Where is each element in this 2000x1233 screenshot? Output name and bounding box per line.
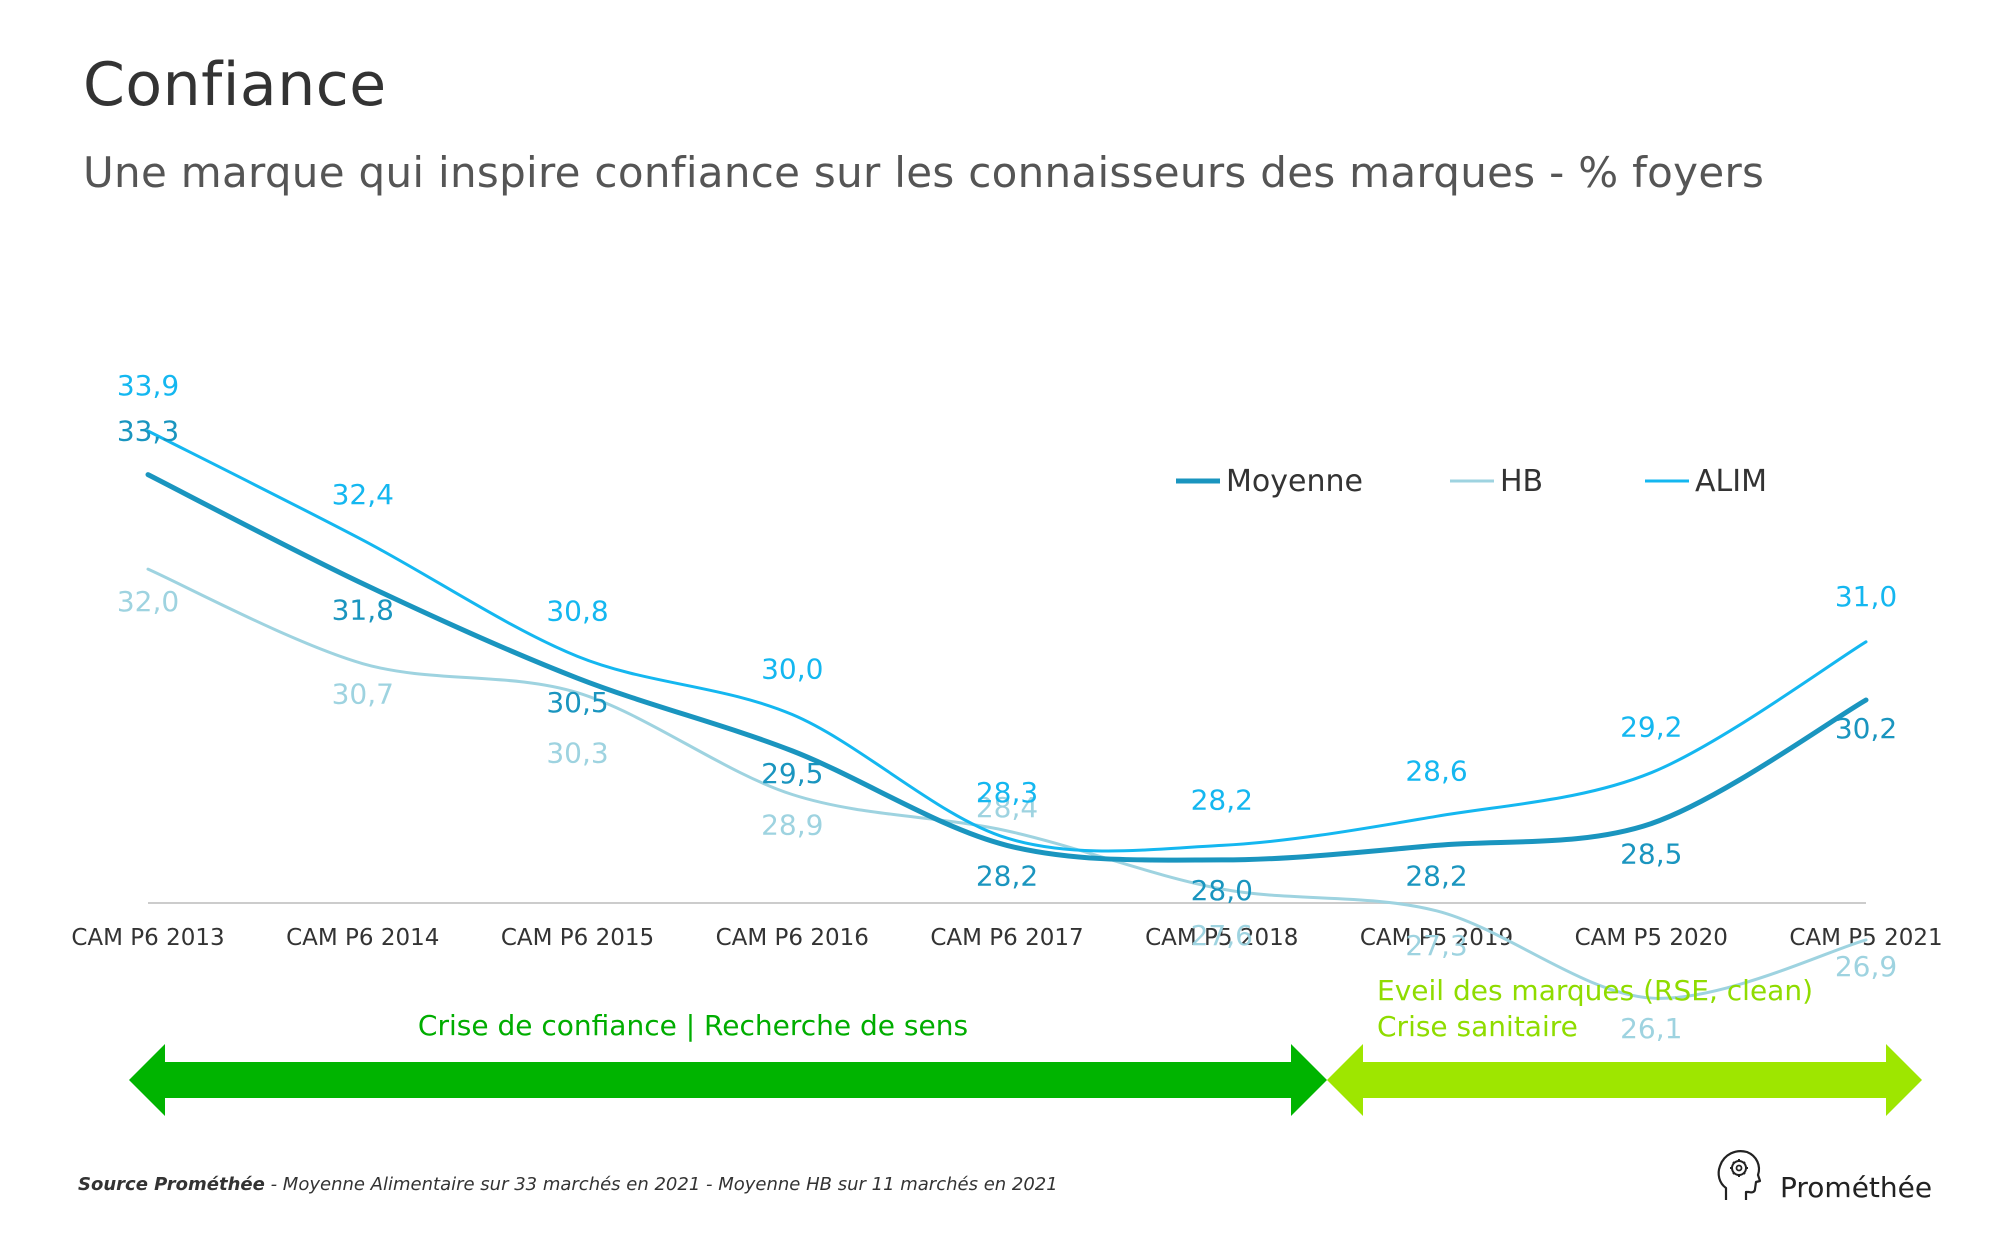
arrow-label-right-1: Eveil des marques (RSE, clean) [1377, 974, 1813, 1007]
x-tick-label: CAM P5 2020 [1575, 925, 1728, 951]
data-label-alim: 28,6 [1405, 754, 1467, 787]
series-line-hb [146, 567, 1868, 1000]
x-tick-labels: CAM P6 2013 CAM P6 2014 CAM P6 2015 CAM P6 … [71, 925, 1942, 951]
data-label-alim: 33,9 [117, 369, 179, 402]
x-tick-label: CAM P6 2015 [501, 925, 654, 951]
data-label-moyenne: 28,0 [1191, 874, 1253, 907]
series-line-alim [146, 429, 1868, 853]
legend-label-alim: ALIM [1695, 464, 1767, 499]
source-text: - Moyenne Alimentaire sur 33 marchés en … [264, 1174, 1058, 1195]
arrow-crise-de-confiance [129, 1044, 1327, 1116]
data-label-moyenne: 28,2 [976, 859, 1038, 892]
data-label-moyenne: 30,5 [546, 686, 608, 719]
x-tick-label: CAM P6 2017 [930, 925, 1083, 951]
x-tick-label: CAM P6 2013 [71, 925, 224, 951]
data-label-moyenne: 29,5 [761, 757, 823, 790]
data-label-hb: 26,9 [1835, 950, 1897, 983]
brand-name: Prométhée [1780, 1171, 1933, 1204]
data-label-alim: 30,8 [546, 594, 608, 627]
data-labels: 32,0 30,7 30,3 28,9 28,4 27,6 27,3 26,1 26,9 33,3… [117, 369, 1897, 1045]
data-label-alim: 28,2 [1191, 783, 1253, 816]
period-arrows [129, 1044, 1922, 1116]
source-bold: Source Prométhée [78, 1174, 265, 1195]
data-label-moyenne: 28,2 [1405, 859, 1467, 892]
data-label-hb: 30,7 [332, 678, 394, 711]
data-label-alim: 31,0 [1835, 580, 1897, 613]
head-gear-icon [1716, 1148, 1762, 1206]
data-label-alim: 29,2 [1620, 711, 1682, 744]
data-label-alim: 28,3 [976, 776, 1038, 809]
page-subtitle: Une marque qui inspire confiance sur les… [83, 148, 1765, 197]
source-note: Source Prométhée - Moyenne Alimentaire s… [78, 1174, 1058, 1195]
data-label-hb: 32,0 [117, 585, 179, 618]
data-label-moyenne: 30,2 [1835, 712, 1897, 745]
data-label-hb: 30,3 [546, 737, 608, 770]
data-label-moyenne: 28,5 [1620, 838, 1682, 871]
data-label-hb: 28,4 [976, 791, 1038, 824]
series-line-moyenne [145, 472, 1869, 863]
data-label-alim: 30,0 [761, 653, 823, 686]
data-label-hb: 26,1 [1620, 1012, 1682, 1045]
x-tick-label: CAM P6 2016 [716, 925, 869, 951]
x-tick-label: CAM P6 2014 [286, 925, 439, 951]
data-label-hb: 27,3 [1405, 929, 1467, 962]
series-lines [145, 429, 1869, 1000]
arrow-label-right-2: Crise sanitaire [1377, 1010, 1578, 1043]
arrow-label-left: Crise de confiance | Recherche de sens [418, 1009, 968, 1042]
data-label-alim: 32,4 [332, 478, 394, 511]
x-tick-label: CAM P5 2018 [1145, 925, 1298, 951]
arrow-eveil-des-marques [1327, 1044, 1922, 1116]
legend-label-moyenne: Moyenne [1226, 464, 1363, 499]
chart-legend: Moyenne HB ALIM [1176, 464, 1767, 499]
data-label-hb: 27,6 [1191, 919, 1253, 952]
page-title: Confiance [83, 50, 387, 120]
legend-label-hb: HB [1500, 464, 1543, 499]
period-arrow-labels: Crise de confiance | Recherche de sens Ev… [418, 974, 1813, 1043]
data-label-moyenne: 31,8 [332, 594, 394, 627]
brand-logo: Prométhée [1716, 1148, 1932, 1206]
data-label-hb: 28,9 [761, 809, 823, 842]
x-tick-label: CAM P5 2021 [1789, 925, 1942, 951]
data-label-moyenne: 33,3 [117, 415, 179, 448]
